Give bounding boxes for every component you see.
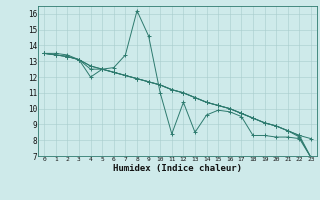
- X-axis label: Humidex (Indice chaleur): Humidex (Indice chaleur): [113, 164, 242, 173]
